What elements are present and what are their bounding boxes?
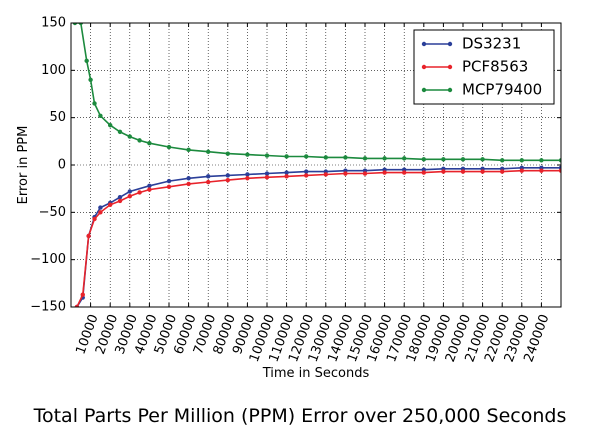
- data-point-mcp79400: [108, 123, 113, 128]
- data-point-mcp79400: [117, 129, 123, 135]
- data-point-mcp79400: [362, 156, 368, 161]
- figure-caption: Total Parts Per Million (PPM) Error over…: [33, 405, 567, 427]
- legend-marker: [447, 87, 453, 93]
- y-tick-label: −50: [39, 205, 66, 220]
- data-point-pcf8563: [500, 169, 505, 174]
- data-point-ds3231: [206, 174, 211, 179]
- data-point-pcf8563: [382, 170, 387, 175]
- y-tick-label: 50: [49, 110, 66, 125]
- data-point-mcp79400: [98, 113, 103, 118]
- series-line-mcp79400: [74, 23, 561, 162]
- data-point-mcp79400: [92, 101, 97, 106]
- legend-label: PCF8563: [462, 58, 528, 76]
- data-point-mcp79400: [84, 58, 89, 64]
- data-point-mcp79400: [500, 158, 505, 163]
- data-point-pcf8563: [460, 169, 466, 174]
- data-point-ds3231: [284, 170, 289, 175]
- data-point-mcp79400: [245, 152, 250, 157]
- data-point-mcp79400: [460, 157, 466, 162]
- data-point-pcf8563: [362, 171, 368, 176]
- legend-label: DS3231: [462, 35, 521, 53]
- data-point-mcp79400: [147, 141, 152, 146]
- data-point-pcf8563: [304, 173, 309, 178]
- data-point-pcf8563: [539, 168, 544, 173]
- x-axis-label: Time in Seconds: [262, 366, 370, 381]
- data-point-mcp79400: [304, 154, 309, 159]
- data-point-mcp79400: [539, 158, 544, 163]
- data-point-pcf8563: [137, 190, 142, 195]
- data-point-pcf8563: [402, 170, 407, 175]
- data-point-pcf8563: [225, 177, 230, 183]
- data-point-pcf8563: [323, 172, 328, 177]
- data-point-ds3231: [166, 178, 172, 184]
- y-tick-label: −100: [30, 252, 66, 267]
- data-point-ds3231: [117, 194, 123, 200]
- series-lines: [72, 23, 561, 307]
- legend[interactable]: DS3231 PCF8563 MCP79400: [413, 29, 555, 105]
- y-tick-label: 0: [58, 158, 66, 173]
- y-tick-label: 100: [41, 63, 66, 78]
- data-point-pcf8563: [117, 198, 123, 204]
- y-tick-label: −150: [30, 300, 66, 315]
- data-point-pcf8563: [421, 170, 426, 175]
- data-point-mcp79400: [558, 158, 561, 163]
- data-point-mcp79400: [382, 156, 387, 161]
- data-point-mcp79400: [186, 147, 191, 153]
- data-point-pcf8563: [74, 304, 80, 307]
- data-point-pcf8563: [186, 181, 191, 187]
- data-point-ds3231: [264, 171, 270, 176]
- legend-label: MCP79400: [462, 81, 542, 99]
- legend-marker: [447, 64, 453, 70]
- data-point-pcf8563: [108, 202, 113, 207]
- data-point-mcp79400: [284, 154, 289, 159]
- data-point-mcp79400: [264, 153, 270, 158]
- data-point-mcp79400: [137, 138, 142, 143]
- data-point-ds3231: [186, 176, 191, 181]
- data-point-mcp79400: [441, 157, 446, 162]
- data-point-pcf8563: [86, 233, 91, 239]
- data-point-ds3231: [304, 169, 309, 174]
- data-point-mcp79400: [78, 23, 83, 26]
- legend-marker: [447, 41, 453, 47]
- data-point-ds3231: [127, 189, 132, 194]
- data-point-pcf8563: [92, 216, 97, 222]
- data-point-mcp79400: [323, 155, 328, 160]
- data-point-mcp79400: [166, 144, 172, 150]
- data-point-pcf8563: [480, 169, 485, 174]
- legend-marker: [421, 41, 427, 47]
- data-point-pcf8563: [127, 194, 132, 199]
- data-point-ds3231: [245, 172, 250, 177]
- data-point-mcp79400: [206, 149, 211, 154]
- data-point-ds3231: [98, 205, 103, 210]
- data-point-pcf8563: [519, 168, 524, 173]
- data-point-pcf8563: [264, 175, 270, 180]
- data-point-mcp79400: [421, 157, 426, 162]
- data-point-pcf8563: [98, 210, 103, 215]
- data-point-mcp79400: [343, 155, 348, 160]
- data-point-mcp79400: [72, 23, 78, 26]
- data-point-mcp79400: [88, 77, 93, 83]
- data-point-mcp79400: [127, 134, 132, 139]
- legend-marker: [421, 87, 427, 93]
- data-point-ds3231: [225, 173, 230, 178]
- data-point-pcf8563: [284, 174, 289, 179]
- y-tick-label: 150: [41, 16, 66, 31]
- data-point-pcf8563: [245, 176, 250, 181]
- data-point-pcf8563: [206, 179, 211, 185]
- data-point-mcp79400: [519, 158, 524, 163]
- data-point-ds3231: [147, 183, 152, 189]
- data-point-pcf8563: [166, 184, 172, 189]
- data-point-pcf8563: [147, 187, 152, 192]
- data-point-pcf8563: [441, 169, 446, 174]
- data-point-mcp79400: [225, 151, 230, 156]
- data-point-pcf8563: [80, 292, 85, 297]
- legend-marker: [421, 64, 427, 70]
- data-point-pcf8563: [558, 168, 561, 173]
- data-point-mcp79400: [402, 156, 407, 161]
- data-point-pcf8563: [343, 171, 348, 176]
- data-point-mcp79400: [480, 157, 485, 162]
- y-axis-label: Error in PPM: [16, 126, 31, 205]
- chart: 1000020000300004000050000600007000080000…: [16, 16, 562, 381]
